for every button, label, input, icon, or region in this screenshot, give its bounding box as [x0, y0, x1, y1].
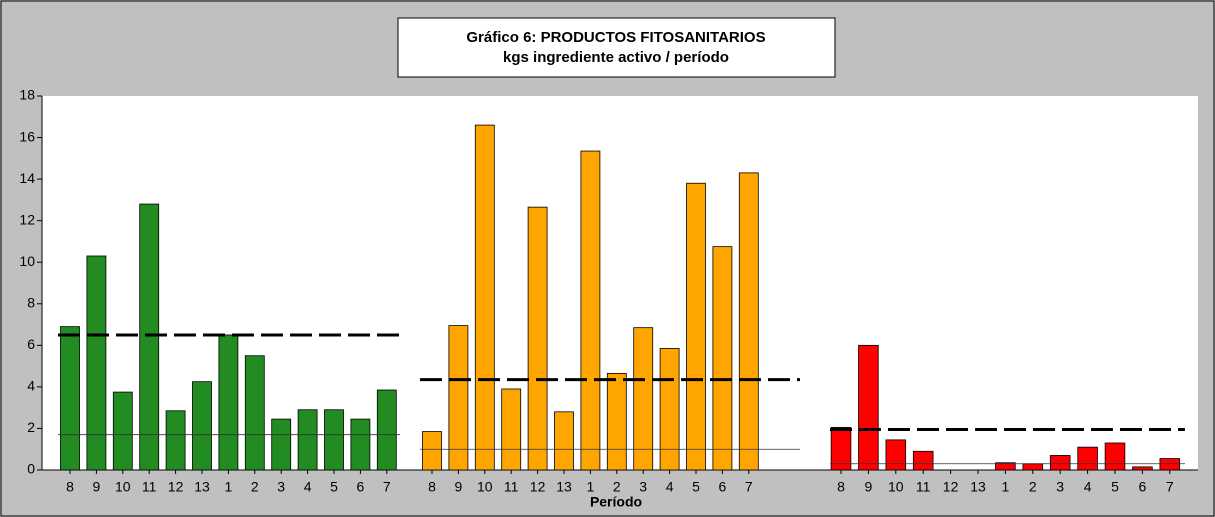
x-tick-label: 10: [888, 479, 904, 495]
x-tick-label: 5: [1111, 479, 1119, 495]
title-box: [397, 17, 836, 78]
x-tick-label: 5: [692, 479, 700, 495]
bar: [527, 206, 548, 471]
bar: [244, 355, 265, 471]
y-tick-label: 6: [27, 336, 35, 352]
chart-title: Gráfico 6: PRODUCTOS FITOSANITARIOS: [466, 29, 765, 46]
bar: [659, 348, 680, 471]
bar: [139, 203, 160, 471]
bar: [350, 418, 371, 471]
x-tick-label: 9: [93, 479, 101, 495]
y-tick-label: 16: [19, 128, 35, 144]
bar: [580, 150, 601, 471]
x-tick-label: 2: [1029, 479, 1037, 495]
bar: [686, 182, 706, 471]
x-tick-label: 8: [66, 479, 74, 495]
x-tick-label: 12: [943, 479, 959, 495]
bar: [1049, 455, 1071, 471]
x-tick-label: 9: [455, 479, 463, 495]
x-tick-label: 6: [1139, 479, 1147, 495]
bar: [606, 372, 627, 471]
y-tick-label: 18: [19, 87, 35, 103]
y-tick-label: 0: [27, 461, 35, 477]
x-tick-label: 1: [1002, 479, 1010, 495]
bar: [1132, 466, 1153, 471]
x-tick-label: 4: [304, 479, 312, 495]
x-tick-label: 7: [1166, 479, 1174, 495]
bar: [912, 450, 934, 471]
x-tick-label: 7: [383, 479, 391, 495]
chart-subtitle: kgs ingrediente activo / período: [503, 49, 729, 66]
x-tick-label: 2: [251, 479, 259, 495]
bar: [554, 411, 574, 471]
x-tick-label: 11: [142, 479, 157, 495]
y-tick-label: 14: [19, 170, 35, 186]
y-tick-label: 10: [19, 253, 35, 269]
bar: [1159, 458, 1181, 471]
bar: [60, 326, 80, 471]
bar: [324, 409, 344, 471]
x-tick-label: 10: [477, 479, 493, 495]
x-tick-label: 13: [194, 479, 210, 495]
bar: [1077, 446, 1098, 471]
bar: [218, 334, 239, 471]
bar: [86, 255, 107, 471]
x-tick-label: 12: [168, 479, 184, 495]
bar: [165, 410, 186, 471]
x-tick-label: 10: [115, 479, 131, 495]
x-tick-label: 3: [277, 479, 285, 495]
bar: [448, 325, 469, 471]
x-tick-label: 7: [745, 479, 753, 495]
y-tick-label: 4: [27, 378, 35, 394]
y-tick-label: 12: [19, 211, 35, 227]
x-tick-label: 3: [639, 479, 647, 495]
bar: [1022, 463, 1044, 471]
bar: [271, 418, 292, 471]
bar: [633, 327, 654, 471]
x-tick-label: 2: [613, 479, 621, 495]
bar: [501, 388, 522, 471]
x-tick-label: 4: [1084, 479, 1092, 495]
x-tick-label: 11: [504, 479, 519, 495]
x-tick-label: 11: [916, 479, 931, 495]
x-tick-label: 8: [428, 479, 436, 495]
bar: [376, 389, 397, 471]
y-tick-label: 8: [27, 294, 35, 310]
bar: [474, 124, 495, 471]
bar: [112, 391, 133, 471]
x-tick-label: 3: [1056, 479, 1064, 495]
bar: [858, 344, 879, 471]
x-tick-label: 13: [556, 479, 572, 495]
bar: [1104, 442, 1126, 471]
bar: [192, 381, 212, 471]
x-tick-label: 13: [970, 479, 986, 495]
x-tick-label: 6: [357, 479, 365, 495]
x-tick-label: 1: [225, 479, 233, 495]
x-tick-label: 6: [719, 479, 727, 495]
x-tick-label: 1: [587, 479, 595, 495]
x-tick-label: 5: [330, 479, 338, 495]
x-tick-label: 9: [865, 479, 873, 495]
bar: [738, 172, 759, 471]
y-tick-label: 2: [27, 419, 35, 435]
bar: [712, 246, 733, 471]
x-tick-label: 12: [530, 479, 546, 495]
bar: [885, 439, 907, 471]
x-axis-label: Período: [590, 494, 642, 510]
x-tick-label: 4: [666, 479, 674, 495]
x-tick-label: 8: [837, 479, 845, 495]
bar: [422, 431, 442, 471]
bar: [297, 409, 318, 471]
